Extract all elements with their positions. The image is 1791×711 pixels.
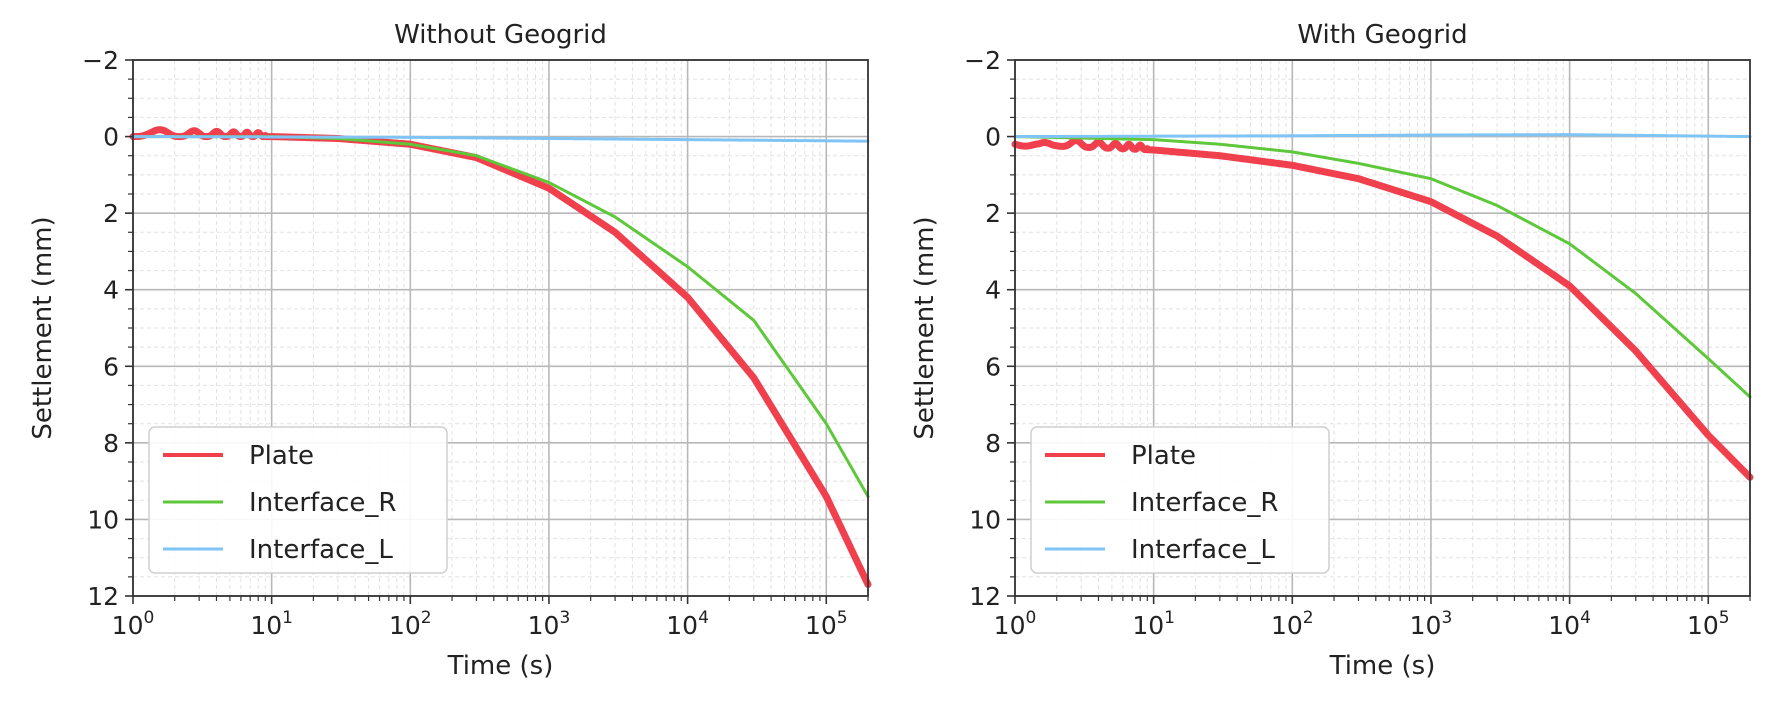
- y-tick-label: 2: [985, 199, 1001, 228]
- x-tick-label: 105: [805, 608, 848, 640]
- x-tick-label: 102: [389, 608, 432, 640]
- legend-label: Interface_L: [249, 535, 393, 565]
- legend-box: [1030, 426, 1330, 574]
- x-tick-label: 100: [112, 608, 155, 640]
- y-tick-label: 0: [103, 123, 119, 152]
- series-line-interface-l: [131, 135, 870, 143]
- legend-box: [148, 426, 448, 574]
- x-tick-base: 10: [1410, 611, 1442, 640]
- x-tick-base: 10: [528, 611, 560, 640]
- y-tick-label: 12: [87, 582, 119, 611]
- x-tick-label: 102: [1271, 608, 1314, 640]
- legend-label: Interface_L: [1131, 535, 1275, 565]
- legend: Plate Interface_R Interface_L: [1030, 426, 1330, 574]
- series-line-plate: [1011, 136, 1754, 481]
- series-group: [1011, 133, 1754, 481]
- series-line-interface-l: [1013, 133, 1752, 139]
- y-tick-label: 4: [103, 276, 119, 305]
- x-tick-exponent: 2: [1303, 608, 1314, 628]
- y-axis-label: Settlement (mm): [910, 216, 940, 439]
- x-tick-exponent: 3: [1441, 608, 1452, 628]
- x-tick-exponent: 4: [698, 608, 709, 628]
- y-tick-label: 10: [969, 505, 1001, 534]
- x-tick-exponent: 0: [1025, 608, 1036, 628]
- y-tick-label: 10: [87, 505, 119, 534]
- x-tick-base: 10: [1271, 611, 1303, 640]
- legend: Plate Interface_R Interface_L: [148, 426, 448, 574]
- x-tick-exponent: 2: [421, 608, 432, 628]
- y-tick-label: 4: [985, 276, 1001, 305]
- x-tick-label: 103: [1410, 608, 1453, 640]
- x-axis-label: Time (s): [1329, 651, 1436, 681]
- x-tick-exponent: 1: [1164, 608, 1175, 628]
- x-tick-base: 10: [250, 611, 282, 640]
- x-tick-base: 10: [1687, 611, 1719, 640]
- x-tick-label: 100: [994, 608, 1037, 640]
- x-tick-label: 104: [1548, 608, 1591, 640]
- legend-label: Plate: [249, 441, 314, 471]
- y-tick-label: 6: [985, 352, 1001, 381]
- y-tick-label: 8: [103, 429, 119, 458]
- x-tick-base: 10: [666, 611, 698, 640]
- x-tick-base: 10: [994, 611, 1026, 640]
- series-group: [129, 126, 872, 589]
- legend-label: Plate: [1131, 441, 1196, 471]
- x-tick-label: 104: [666, 608, 709, 640]
- y-tick-label: 6: [103, 352, 119, 381]
- y-tick-label: 12: [969, 582, 1001, 611]
- y-tick-label: 8: [985, 429, 1001, 458]
- legend-label: Interface_R: [249, 488, 396, 518]
- x-tick-base: 10: [1548, 611, 1580, 640]
- x-tick-exponent: 5: [837, 608, 848, 628]
- x-tick-base: 10: [112, 611, 144, 640]
- x-tick-base: 10: [805, 611, 837, 640]
- x-tick-exponent: 3: [559, 608, 570, 628]
- x-tick-exponent: 4: [1580, 608, 1591, 628]
- y-tick-label: 0: [985, 123, 1001, 152]
- x-tick-base: 10: [389, 611, 421, 640]
- y-axis-label: Settlement (mm): [28, 216, 58, 439]
- x-tick-exponent: 5: [1719, 608, 1730, 628]
- x-tick-exponent: 1: [282, 608, 293, 628]
- x-tick-base: 10: [1132, 611, 1164, 640]
- series-line-interface-r: [1013, 135, 1752, 399]
- y-tick-label: −2: [964, 46, 1001, 75]
- x-tick-label: 105: [1687, 608, 1730, 640]
- y-tick-label: −2: [82, 46, 119, 75]
- legend-label: Interface_R: [1131, 488, 1278, 518]
- chart-title: With Geogrid: [1297, 20, 1467, 50]
- x-axis-label: Time (s): [447, 651, 554, 681]
- y-tick-label: 2: [103, 199, 119, 228]
- x-tick-label: 101: [1132, 608, 1175, 640]
- chart-title: Without Geogrid: [394, 20, 607, 50]
- x-tick-label: 103: [528, 608, 571, 640]
- x-tick-exponent: 0: [143, 608, 154, 628]
- x-tick-label: 101: [250, 608, 293, 640]
